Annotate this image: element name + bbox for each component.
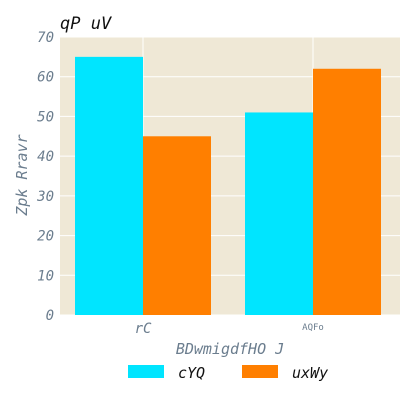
bar [143,136,211,315]
y-tick-label: 40 [37,149,54,165]
x-tick-label: AQFo [302,323,324,333]
y-tick-label: 70 [37,30,54,46]
legend-entry: uxWy [292,364,328,382]
legend-swatch [128,365,164,378]
y-axis-label: Zpk Rravr [13,134,31,216]
bar [313,68,381,316]
legend-swatch [242,365,278,378]
y-tick-label: 20 [37,229,54,245]
y-tick-label: 60 [37,70,54,86]
y-axis-ticks: 0 10 20 30 40 50 60 70 [36,30,54,324]
x-tick-label: rC [135,321,152,337]
x-axis-ticks: rC AQFo [135,321,324,337]
y-tick-label: 50 [37,109,54,125]
y-tick-label: 10 [37,268,54,284]
legend: cYQ uxWy [128,364,328,382]
bars [75,56,381,316]
bar [75,56,143,315]
x-axis-label: BDwmigdfHO J [176,340,284,358]
chart-title: qP uV [60,14,112,34]
legend-entry: cYQ [178,364,205,382]
y-tick-label: 0 [46,308,54,324]
y-tick-label: 30 [36,189,54,205]
bar [245,112,313,315]
